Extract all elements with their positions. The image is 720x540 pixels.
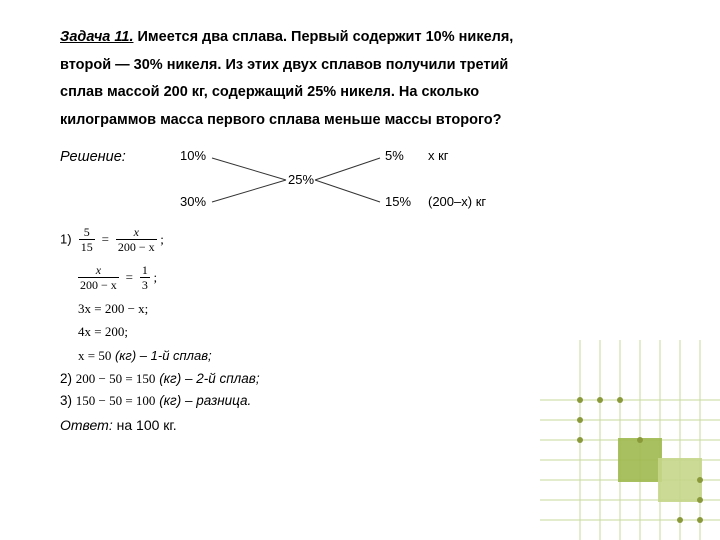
cross-top-mass: х кг [428, 148, 449, 163]
s2l: 200 − 50 = 150 [76, 371, 156, 386]
cross-center: 25% [288, 172, 314, 187]
problem-line4: килограммов масса первого сплава меньше … [60, 107, 680, 135]
f2d: 200 − x [116, 240, 157, 254]
f2n: x [116, 225, 157, 240]
step-2: 2) 200 − 50 = 150 (кг) – 2-й сплав; [60, 371, 260, 387]
problem-line1: Имеется два сплава. Первый содержит 10% … [133, 29, 513, 45]
s2r: (кг) – 2-й сплав; [155, 371, 259, 386]
eq-line4: 4x = 200; [60, 324, 260, 340]
f4n: 1 [140, 263, 150, 278]
f3d: 200 − x [78, 278, 119, 292]
cross-bot-right: 15% [385, 194, 411, 209]
eq5l: x = 50 [78, 348, 111, 363]
f4d: 3 [140, 278, 150, 292]
problem-line3: сплав массой 200 кг, содержащий 25% нике… [60, 79, 680, 107]
f3n: x [78, 263, 119, 278]
cross-bot-left: 30% [180, 194, 206, 209]
work-block: 1) 515 = x200 − x ; x200 − x = 13 ; 3x =… [60, 225, 260, 433]
f1d: 15 [79, 240, 95, 254]
eq-line5: x = 50 (кг) – 1-й сплав; [60, 348, 260, 364]
problem-text: Задача 11. Имеется два сплава. Первый со… [60, 24, 680, 52]
problem-title: Задача 11. [60, 29, 133, 45]
problem-line2: второй — 30% никеля. Из этих двух сплаво… [60, 52, 680, 80]
cross-top-right: 5% [385, 148, 404, 163]
step-3: 3) 150 − 50 = 100 (кг) – разница. [60, 393, 260, 409]
s3r: (кг) – разница. [155, 393, 251, 408]
eq-line3: 3x = 200 − x; [60, 301, 260, 317]
decorative-graphic [540, 340, 720, 540]
step-1b: x200 − x = 13 ; [60, 263, 260, 293]
step-1: 1) 515 = x200 − x ; [60, 225, 260, 255]
f1n: 5 [79, 225, 95, 240]
s3l: 150 − 50 = 100 [76, 393, 156, 408]
cross-bot-mass: (200–х) кг [428, 194, 486, 209]
cross-diagram: 10% 30% 25% 5% 15% х кг (200–х) кг [180, 152, 450, 208]
answer: Ответ: на 100 кг. [60, 417, 260, 433]
cross-top-left: 10% [180, 148, 206, 163]
eq5r: (кг) – 1-й сплав; [115, 348, 212, 363]
